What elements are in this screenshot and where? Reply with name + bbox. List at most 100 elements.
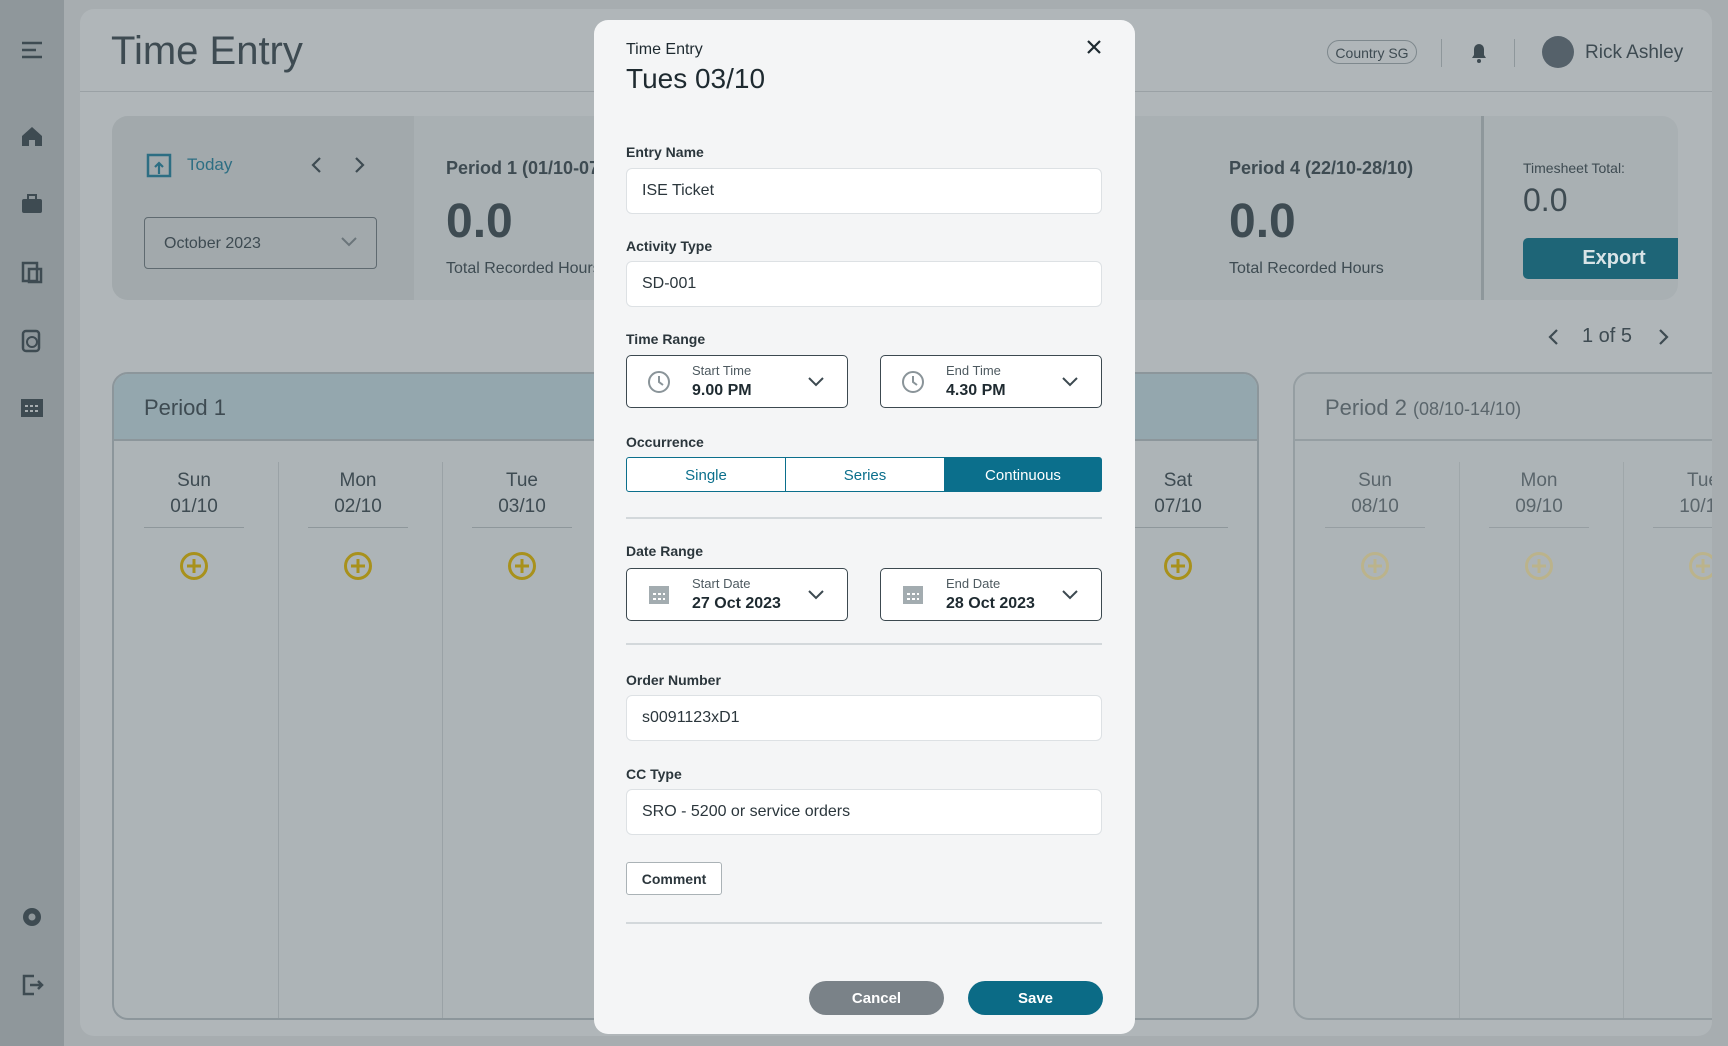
- cc-type-input[interactable]: SRO - 5200 or service orders: [626, 789, 1102, 835]
- icon: [649, 586, 669, 604]
- add-entry[interactable]: [508, 552, 536, 580]
- select-value: 4.30 PM: [946, 382, 1006, 399]
- divider: [1441, 39, 1442, 67]
- cancel-button[interactable]: Cancel: [809, 981, 944, 1015]
- comment-button[interactable]: Comment: [626, 862, 722, 895]
- order-number-input[interactable]: s0091123xD1: [626, 695, 1102, 741]
- prev-arrow[interactable]: [310, 155, 324, 175]
- select-value: 28 Oct 2023: [946, 595, 1035, 612]
- icon: [903, 586, 923, 604]
- period-caption: Total Recorded Hours: [446, 260, 601, 277]
- icon: [1062, 377, 1078, 387]
- field-label: Date Range: [626, 543, 704, 559]
- day-name: Tue: [505, 470, 539, 491]
- add-entry[interactable]: [1689, 552, 1712, 580]
- day-date: 10/10: [1679, 496, 1712, 517]
- time-entry-modal: Time Entry Tues 03/10 Entry Name ISE Tic…: [594, 20, 1135, 1034]
- report-icon[interactable]: [20, 260, 44, 284]
- day-date: 08/10: [1351, 496, 1399, 517]
- period-title: Period 1: [144, 395, 226, 420]
- period-value: 0.0: [446, 195, 513, 248]
- icon: [1062, 590, 1078, 600]
- field-label: Entry Name: [626, 144, 704, 160]
- field-label: Activity Type: [626, 238, 713, 254]
- month-select[interactable]: October 2023: [144, 217, 377, 269]
- period-title: Period 2: [1325, 395, 1407, 420]
- icon: [902, 371, 924, 393]
- day-name: Sun: [177, 470, 211, 491]
- occurrence-option[interactable]: Single: [626, 457, 786, 492]
- field-label: Time Range: [626, 331, 706, 347]
- settings-icon[interactable]: [20, 905, 44, 929]
- home-icon[interactable]: [20, 124, 44, 148]
- select-value: 9.00 PM: [692, 382, 752, 399]
- add-entry[interactable]: [344, 552, 372, 580]
- add-entry[interactable]: [1525, 552, 1553, 580]
- date-range-select[interactable]: Start Date 27 Oct 2023: [626, 568, 848, 621]
- add-entry[interactable]: [180, 552, 208, 580]
- period-value: 0.0: [1229, 195, 1296, 248]
- activity-type-input[interactable]: SD-001: [626, 261, 1102, 307]
- month-value: October 2023: [164, 235, 261, 252]
- divider: [1481, 116, 1484, 300]
- divider: [1514, 39, 1515, 67]
- briefcase-icon[interactable]: [20, 192, 44, 216]
- time-range-select[interactable]: Start Time 9.00 PM: [626, 355, 848, 408]
- occurrence-option[interactable]: Continuous: [944, 457, 1102, 492]
- avatar[interactable]: [1542, 36, 1574, 68]
- user-name[interactable]: Rick Ashley: [1585, 42, 1684, 63]
- day-date: 02/10: [334, 496, 382, 517]
- export-button[interactable]: Export: [1523, 238, 1678, 279]
- timesheet-icon[interactable]: [20, 329, 44, 353]
- next-page[interactable]: [1656, 327, 1670, 347]
- today-link[interactable]: Today: [187, 155, 233, 174]
- calendar-icon[interactable]: [20, 396, 44, 420]
- divider: [626, 517, 1102, 519]
- icon: [808, 590, 824, 600]
- close-button[interactable]: [1086, 39, 1102, 55]
- select-label: Start Time: [692, 363, 752, 378]
- period-label: Period 4 (22/10-28/10): [1229, 158, 1414, 178]
- day-underline: [472, 527, 572, 528]
- column-divider: [1623, 462, 1624, 1018]
- occurrence-option[interactable]: Series: [785, 457, 945, 492]
- today-icon[interactable]: [146, 152, 172, 178]
- field-label: Order Number: [626, 672, 721, 688]
- field-label: CC Type: [626, 766, 682, 782]
- day-underline: [308, 527, 408, 528]
- bell-icon[interactable]: [1469, 40, 1489, 64]
- column-divider: [278, 462, 279, 1018]
- column-divider: [1459, 462, 1460, 1018]
- total-label: Timesheet Total:: [1523, 160, 1625, 176]
- date-range-select[interactable]: End Date 28 Oct 2023: [880, 568, 1102, 621]
- next-arrow[interactable]: [352, 155, 366, 175]
- divider: [626, 922, 1102, 924]
- date-nav: [112, 116, 414, 300]
- select-label: End Time: [946, 363, 1001, 378]
- modal-title: Tues 03/10: [626, 63, 766, 94]
- menu-icon[interactable]: [20, 38, 44, 62]
- add-entry[interactable]: [1164, 552, 1192, 580]
- period-header: [1295, 374, 1712, 441]
- modal-subtitle: Time Entry: [626, 41, 703, 58]
- period-range: (08/10-14/10): [1413, 399, 1522, 419]
- icon: [648, 371, 670, 393]
- entry-name-input[interactable]: ISE Ticket: [626, 168, 1102, 214]
- prev-page[interactable]: [1547, 327, 1561, 347]
- day-underline: [1653, 527, 1712, 528]
- save-button[interactable]: Save: [968, 981, 1103, 1015]
- country-badge[interactable]: Country SG: [1327, 40, 1417, 64]
- add-entry[interactable]: [1361, 552, 1389, 580]
- day-underline: [1325, 527, 1425, 528]
- day-name: Tue: [1686, 470, 1712, 491]
- total-value: 0.0: [1523, 182, 1568, 218]
- logout-icon[interactable]: [20, 973, 44, 997]
- divider: [626, 643, 1102, 645]
- time-range-select[interactable]: End Time 4.30 PM: [880, 355, 1102, 408]
- select-label: End Date: [946, 576, 1001, 591]
- period-caption: Total Recorded Hours: [1229, 260, 1384, 277]
- column-divider: [442, 462, 443, 1018]
- day-date: 01/10: [170, 496, 218, 517]
- day-underline: [1128, 527, 1228, 528]
